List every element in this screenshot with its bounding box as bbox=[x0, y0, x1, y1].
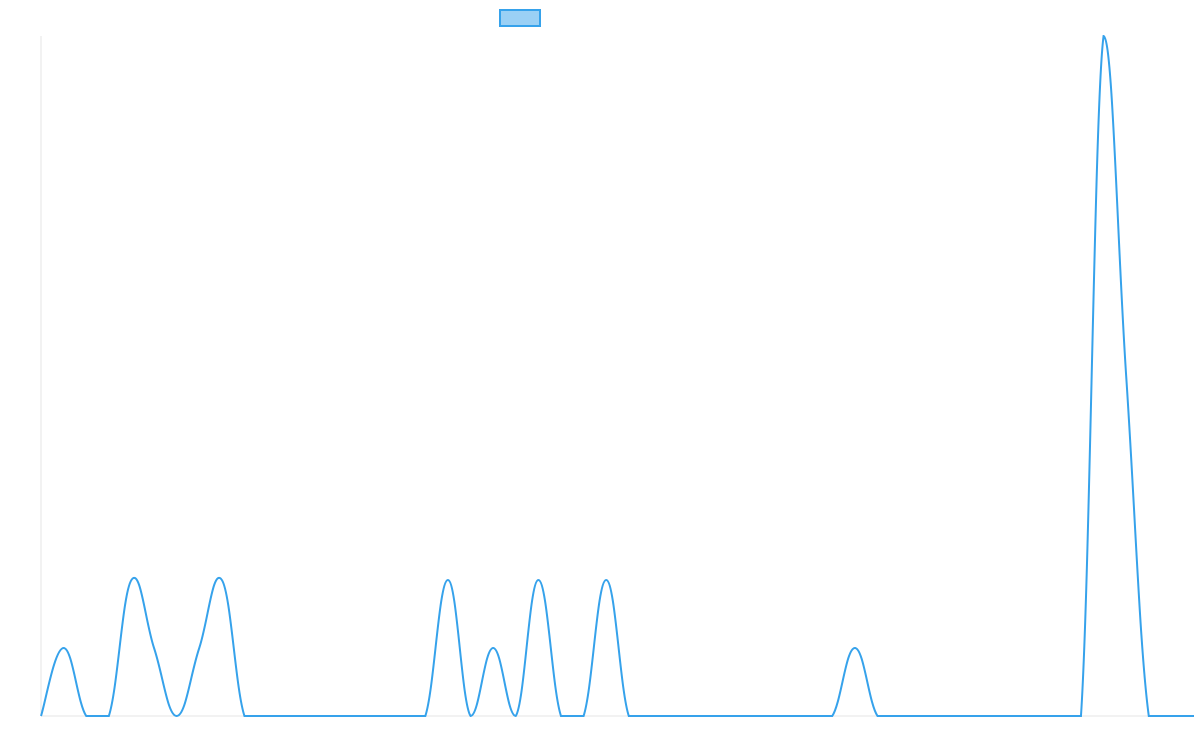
line-series bbox=[40, 34, 1194, 718]
legend-swatch bbox=[499, 9, 541, 27]
